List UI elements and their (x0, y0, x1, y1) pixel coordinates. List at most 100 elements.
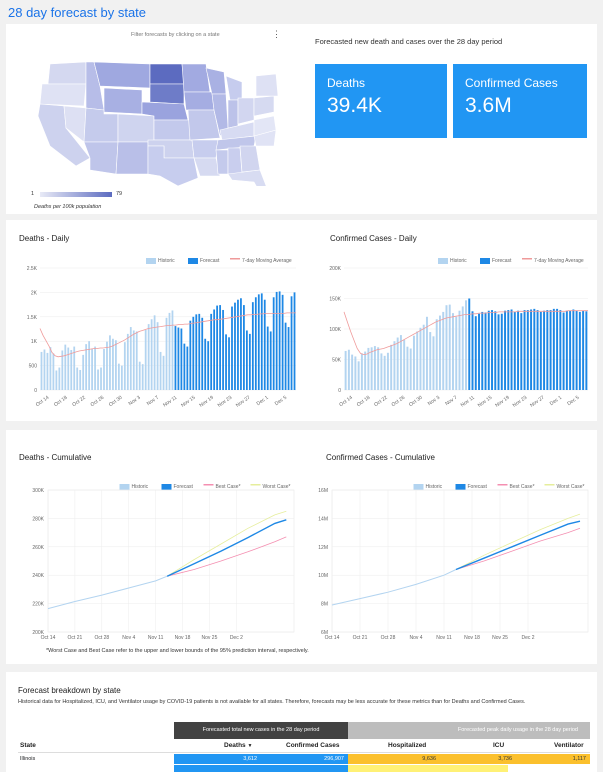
x-tick-label: Oct 14 (325, 635, 340, 641)
forecast-bar (474, 316, 477, 390)
x-tick-label: Oct 26 (391, 395, 407, 408)
cases-daily-chart[interactable]: 7-day Moving Average Forecast Historic 0 50K… (308, 248, 593, 418)
cell-deaths: 3,612 (174, 754, 261, 764)
state-wyoming[interactable] (103, 87, 143, 115)
historic-bar (406, 346, 409, 390)
state-iowa[interactable] (183, 91, 215, 111)
historic-bar (135, 331, 138, 390)
state-south-dakota[interactable] (149, 83, 185, 105)
state-texas[interactable] (147, 145, 199, 186)
col-header-state[interactable]: State (20, 742, 36, 749)
x-tick-label: Nov 19 (494, 395, 511, 409)
state-arkansas[interactable] (191, 139, 219, 159)
historic-bar (435, 319, 438, 390)
next-row-usage-bar (348, 765, 508, 772)
historic-bar (171, 310, 174, 390)
state-alabama[interactable] (227, 147, 243, 175)
y-tick-label: 12M (318, 545, 328, 551)
forecast-bar (491, 310, 494, 390)
breakdown-table-card: Forecast breakdown by state Historical d… (6, 672, 597, 772)
sort-desc-icon[interactable]: ▼ (247, 743, 253, 749)
col-header-cases[interactable]: Confirmed Cases (286, 742, 340, 749)
col-header-ventilator[interactable]: Ventilator (554, 742, 584, 749)
state-georgia[interactable] (239, 145, 261, 173)
us-map[interactable] (28, 46, 278, 186)
deaths-label: Deaths (327, 76, 366, 90)
legend-swatch-0 (438, 258, 448, 264)
state-oregon[interactable] (39, 83, 87, 107)
forecast-bar (195, 314, 198, 390)
col-header-deaths[interactable]: Deaths ▼ (224, 742, 252, 749)
forecast-bar (484, 312, 487, 390)
forecast-bar (497, 314, 500, 390)
historic-bar (147, 324, 150, 390)
cell-ventilator: 1,117 (516, 754, 590, 764)
cell-icu: 3,736 (440, 754, 516, 764)
historic-bar (403, 339, 406, 390)
state-missouri[interactable] (187, 109, 221, 141)
state-utah[interactable] (83, 107, 119, 143)
plot-frame (331, 489, 589, 633)
x-tick-label: Oct 21 (68, 635, 83, 641)
deaths-cumulative-chart[interactable]: Worst Case* Best Case* Forecast Historic 200… (12, 470, 302, 644)
state-washington[interactable] (47, 61, 87, 85)
deaths-daily-chart[interactable]: 7-day Moving Average Forecast Historic 0 500… (12, 248, 302, 418)
state-new-york[interactable] (255, 73, 278, 97)
legend-swatch-0 (413, 484, 424, 490)
deaths-value: 39.4K (327, 94, 382, 117)
forecast-bar (240, 298, 242, 390)
state-mississippi[interactable] (215, 149, 229, 175)
forecast-bar (222, 309, 224, 390)
state-pennsylvania[interactable] (253, 95, 275, 117)
col-header-hospitalized[interactable]: Hospitalized (388, 742, 427, 749)
cases-cumulative-chart[interactable]: Worst Case* Best Case* Forecast Historic 6M 8… (308, 470, 593, 644)
deaths-cumulative-title: Deaths - Cumulative (19, 453, 92, 462)
forecast-bar (260, 293, 263, 390)
state-new-mexico[interactable] (115, 141, 149, 175)
x-tick-label: Dec 2 (230, 635, 243, 641)
state-kansas[interactable] (153, 119, 191, 141)
forecast-bar (251, 302, 254, 390)
state-indiana[interactable] (227, 99, 239, 129)
historic-bar (373, 346, 376, 390)
historic-bar (58, 367, 61, 390)
historic-bar (448, 304, 451, 390)
state-montana[interactable] (93, 61, 151, 89)
forecast-bar (174, 326, 177, 390)
y-tick-label: 200K (329, 266, 341, 272)
table-title: Forecast breakdown by state (18, 686, 121, 695)
historic-bar (129, 327, 132, 390)
historic-bar (419, 327, 422, 390)
state-louisiana[interactable] (193, 157, 221, 177)
historic-bar (396, 337, 399, 390)
y-tick-label: 220K (32, 602, 44, 608)
state-arizona[interactable] (83, 141, 119, 175)
historic-bar (168, 312, 171, 390)
forecast-bar (278, 291, 281, 390)
state-michigan[interactable] (225, 75, 243, 101)
x-tick-label: Nov 7 (444, 395, 458, 408)
state-ohio[interactable] (237, 97, 255, 125)
col-header-deaths-label: Deaths (224, 742, 246, 749)
legend-label-1: Forecast (200, 258, 220, 264)
historic-bar (153, 315, 156, 390)
historic-bar (360, 353, 363, 390)
y-tick-label: 6M (321, 630, 328, 636)
forecast-bar (198, 313, 201, 390)
cases-scorecard: Confirmed Cases 3.6M (453, 64, 587, 138)
forecast-bar (263, 299, 266, 390)
legend-label-0: Historic (426, 484, 443, 490)
state-north-dakota[interactable] (149, 63, 185, 85)
state-florida[interactable] (227, 169, 270, 186)
col-header-icu[interactable]: ICU (493, 742, 505, 749)
x-tick-label: Oct 14 (41, 635, 56, 641)
historic-bar (445, 305, 448, 390)
forecast-bar (471, 311, 474, 390)
forecast-bar (543, 310, 546, 390)
state-virginia[interactable] (253, 115, 277, 137)
cumulative-charts-card: Deaths - Cumulative Worst Case* Best Case… (6, 430, 597, 664)
state-idaho[interactable] (85, 61, 105, 111)
kebab-icon[interactable]: ⋮ (272, 29, 281, 39)
x-tick-label: Dec 1 (256, 395, 270, 408)
state-colorado[interactable] (117, 113, 155, 143)
